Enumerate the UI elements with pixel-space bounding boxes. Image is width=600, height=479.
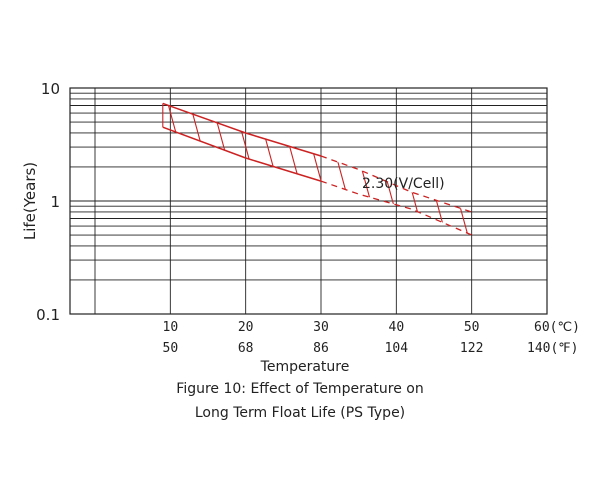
x-tick-label-celsius: 10 — [163, 320, 179, 335]
hatch-band — [162, 103, 472, 236]
tick-labels: 10 1 0.1 10 20 30 40 50 60(℃) 50 68 86 104 122 140(℉) — [36, 80, 580, 356]
x-tick-label-celsius: 40 — [389, 320, 405, 335]
hatch-line — [284, 103, 406, 236]
x-tick-label-fahrenheit: 86 — [313, 341, 329, 356]
hatch-line — [350, 103, 472, 236]
upper-curve-solid — [162, 102, 322, 157]
y-tick-label: 0.1 — [36, 306, 60, 324]
voltage-annotation: 2.30(V/Cell) — [362, 176, 445, 192]
hatch-line — [240, 103, 362, 236]
x-tick-label-celsius: 50 — [464, 320, 480, 335]
lower-curve-dashed — [320, 180, 472, 236]
upper-curve-dashed — [320, 155, 472, 213]
hatch-line — [394, 103, 472, 236]
grid-lines — [70, 88, 547, 314]
x-tick-label-celsius: 20 — [238, 320, 254, 335]
y-tick-label: 10 — [41, 80, 60, 98]
lower-curve-solid — [162, 126, 322, 182]
x-tick-label-celsius: 30 — [313, 320, 329, 335]
x-axis-title: Temperature — [260, 359, 350, 375]
hatch-line — [162, 103, 274, 236]
x-tick-label-fahrenheit: 68 — [238, 341, 254, 356]
hatch-line — [196, 103, 318, 236]
hatch-line — [174, 103, 296, 236]
x-tick-label-celsius: 60(℃) — [534, 320, 580, 335]
y-axis-title: Life(Years) — [21, 162, 39, 240]
x-tick-label-fahrenheit: 140(℉) — [527, 341, 579, 356]
figure-caption-line-2: Long Term Float Life (PS Type) — [194, 405, 406, 421]
y-tick-label: 1 — [50, 193, 60, 211]
life-curves — [162, 102, 472, 236]
x-tick-label-fahrenheit: 50 — [163, 341, 179, 356]
x-tick-label-fahrenheit: 122 — [460, 341, 483, 356]
x-tick-label-fahrenheit: 104 — [385, 341, 409, 356]
figure-caption-line-1: Figure 10: Effect of Temperature on — [176, 381, 424, 397]
